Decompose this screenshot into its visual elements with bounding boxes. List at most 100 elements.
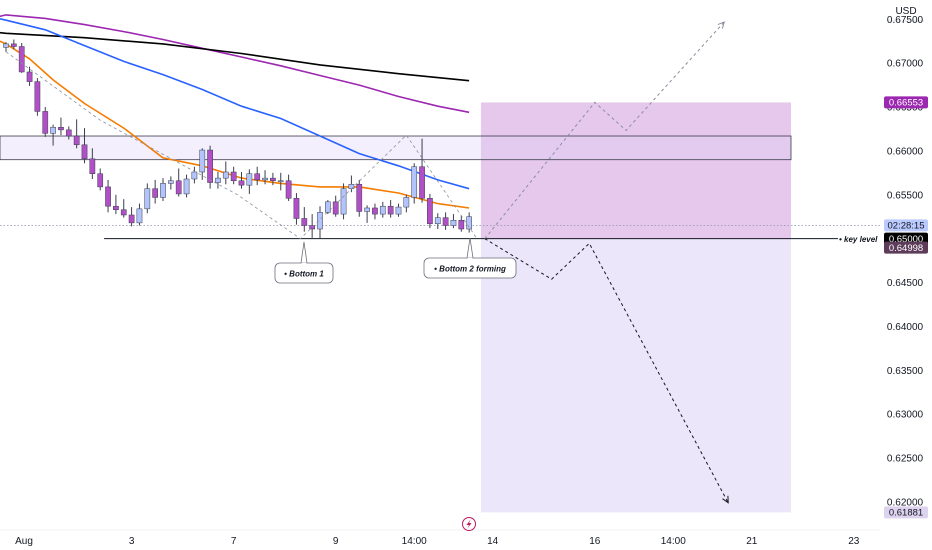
candle-body[interactable] (73, 135, 80, 146)
candle-body[interactable] (277, 180, 284, 183)
ema-line-4[interactable] (0, 40, 470, 209)
candle-body[interactable] (442, 217, 449, 226)
candle-body[interactable] (230, 171, 237, 182)
candle-body[interactable] (411, 166, 418, 198)
candle-body[interactable] (301, 218, 308, 226)
candle-body[interactable] (340, 188, 347, 215)
ema-line-1[interactable] (0, 14, 470, 114)
lightning-icon[interactable] (462, 517, 476, 531)
candle-body[interactable] (222, 171, 229, 179)
candle-body[interactable] (238, 180, 245, 186)
bearish-projection-path[interactable] (484, 238, 729, 504)
candle-body[interactable] (309, 225, 315, 230)
candle-body[interactable] (395, 206, 402, 215)
x-tick-label: 14:00 (402, 536, 427, 547)
candle-body[interactable] (26, 71, 33, 82)
candle-body[interactable] (105, 186, 111, 207)
x-tick-label: 21 (746, 536, 758, 547)
y-tick-label: 0.62000 (887, 497, 924, 508)
candle-body[interactable] (427, 198, 433, 225)
ema-line-2[interactable] (0, 31, 470, 82)
candle-body[interactable] (65, 129, 72, 137)
bullish-projection-path-arrowhead (717, 21, 726, 29)
candle-body[interactable] (387, 205, 394, 215)
candle-body[interactable] (356, 184, 363, 212)
candle-body[interactable] (348, 184, 355, 189)
price-tag: 0.61881 (884, 506, 928, 519)
price-axis-background (880, 0, 932, 550)
price-tag-text: 0.65000 (889, 234, 923, 245)
candle-body[interactable] (434, 217, 441, 225)
y-tick-label: 0.67500 (887, 15, 924, 26)
candle-body[interactable] (50, 126, 56, 134)
y-tick-label: 0.64000 (887, 322, 924, 333)
bottom1-callout-pointer (300, 241, 308, 264)
x-tick-label: 23 (848, 536, 860, 547)
projection-box-lower (480, 238, 791, 513)
projection-box-upper (480, 102, 791, 239)
y-tick-label: 0.67000 (887, 59, 924, 70)
candle-body[interactable] (42, 111, 49, 134)
y-tick-label: 0.62500 (887, 454, 924, 465)
candle-body[interactable] (262, 177, 268, 181)
candle-body[interactable] (160, 183, 166, 198)
candle-body[interactable] (120, 209, 127, 216)
y-tick-label: 0.65500 (887, 190, 924, 201)
price-tag-text: 0.61881 (889, 508, 923, 519)
resistance-zone[interactable] (0, 135, 792, 161)
candle-body[interactable] (332, 201, 339, 215)
price-tag: 02:28:15 (884, 219, 928, 232)
candle-body[interactable] (175, 180, 182, 195)
candle-body[interactable] (403, 197, 410, 208)
bottom2-callout[interactable]: • Bottom 2 forming (423, 237, 517, 279)
candle-body[interactable] (293, 198, 300, 219)
candle-body[interactable] (246, 173, 253, 186)
currency-label[interactable]: USD (895, 6, 916, 17)
candle-body[interactable] (450, 219, 457, 226)
bottom1-callout[interactable]: • Bottom 1 (274, 241, 334, 284)
candle-body[interactable] (199, 149, 206, 173)
y-tick-label: 0.63500 (887, 366, 924, 377)
ema-line-3[interactable] (0, 17, 470, 190)
candle-body[interactable] (364, 207, 370, 212)
candle-body[interactable] (152, 188, 159, 198)
price-tag-bg (884, 506, 928, 519)
candle-body[interactable] (254, 173, 261, 181)
candle-body[interactable] (207, 149, 213, 183)
candle-body[interactable] (215, 177, 221, 183)
candle-body[interactable] (97, 173, 104, 188)
candle-body[interactable] (113, 205, 119, 210)
candle-body[interactable] (144, 188, 151, 210)
candle-body[interactable] (191, 171, 198, 180)
candle-body[interactable] (89, 158, 96, 174)
candle-body[interactable] (183, 178, 190, 195)
candle-body[interactable] (379, 205, 386, 215)
bullish-projection-path[interactable] (484, 21, 725, 240)
candle-body[interactable] (128, 214, 135, 224)
bottom2-callout-pointer (466, 237, 474, 259)
candle-body[interactable] (372, 207, 378, 215)
candle-body[interactable] (419, 166, 425, 199)
candle-body[interactable] (285, 180, 292, 199)
x-tick-label: 14:00 (661, 536, 686, 547)
candle-body[interactable] (270, 177, 276, 182)
candle-body[interactable] (34, 81, 41, 112)
y-tick-label: 0.64500 (887, 278, 924, 289)
candle-body[interactable] (11, 43, 17, 47)
candle-body[interactable] (466, 216, 472, 230)
candle-body[interactable] (18, 46, 25, 73)
y-tick-label: 0.63000 (887, 410, 924, 421)
candle-body[interactable] (325, 201, 331, 213)
candle-body[interactable] (58, 126, 64, 131)
candle-body[interactable] (168, 180, 174, 184)
candle-body[interactable] (317, 212, 323, 230)
candle-body[interactable] (81, 144, 88, 160)
candle-body[interactable] (458, 219, 465, 230)
price-tag-bg (884, 241, 928, 254)
price-tag-bg (884, 219, 928, 232)
candle-body[interactable] (136, 208, 143, 224)
lightning-icon-bolt (466, 519, 472, 529)
candle-body[interactable] (3, 43, 9, 48)
price-tag: 0.64998 (884, 241, 928, 254)
